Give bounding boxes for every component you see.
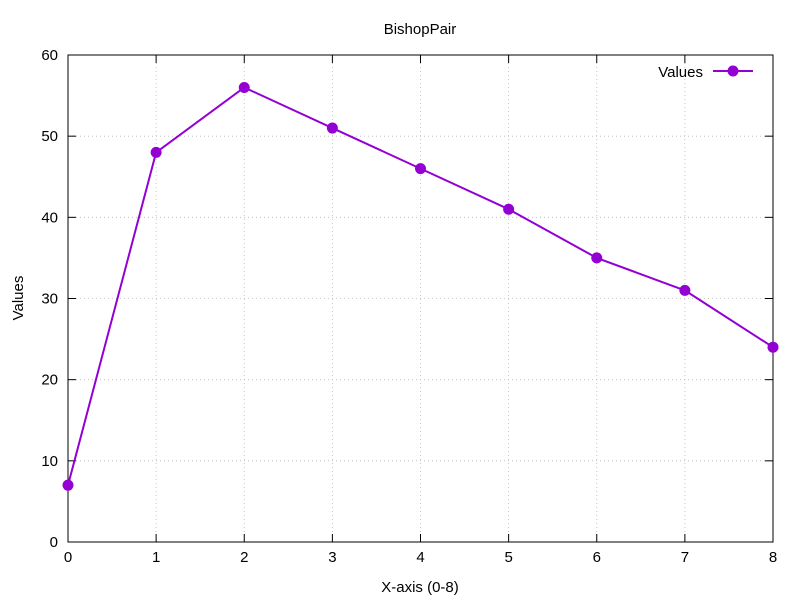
x-axis-label: X-axis (0-8) (381, 579, 459, 596)
x-tick-label: 5 (504, 549, 512, 566)
data-point (326, 122, 338, 134)
legend-label-values: Values (658, 64, 703, 81)
legend: Values (658, 64, 753, 81)
y-tick-label: 20 (41, 372, 58, 389)
data-point (503, 203, 515, 215)
legend-marker-values (727, 65, 739, 77)
y-tick-label: 30 (41, 291, 58, 308)
x-tick-label: 7 (681, 549, 689, 566)
data-point (415, 163, 426, 175)
data-point (767, 341, 779, 353)
y-axis-label: Values (10, 276, 27, 321)
y-tick-label: 10 (41, 453, 58, 470)
data-point (591, 252, 603, 264)
x-tick-label: 0 (64, 549, 72, 566)
x-tick-label: 2 (240, 549, 248, 566)
data-point (150, 146, 162, 158)
data-point (679, 284, 691, 296)
x-tick-label: 8 (769, 549, 777, 566)
grid (68, 55, 773, 542)
data-point (238, 81, 250, 93)
x-tick-label: 1 (152, 549, 160, 566)
x-tick-label: 3 (328, 549, 336, 566)
chart-title: BishopPair (384, 21, 457, 38)
y-tick-label: 40 (41, 209, 58, 226)
y-tick-label: 0 (50, 534, 58, 551)
x-tick-label: 4 (416, 549, 424, 566)
ticks: 0 10 20 30 40 50 60 0 1 2 3 4 5 6 7 8 (41, 47, 777, 566)
y-tick-label: 60 (41, 47, 58, 64)
data-point (62, 479, 74, 491)
series (62, 81, 779, 491)
x-tick-label: 6 (593, 549, 601, 566)
y-tick-label: 50 (41, 128, 58, 145)
